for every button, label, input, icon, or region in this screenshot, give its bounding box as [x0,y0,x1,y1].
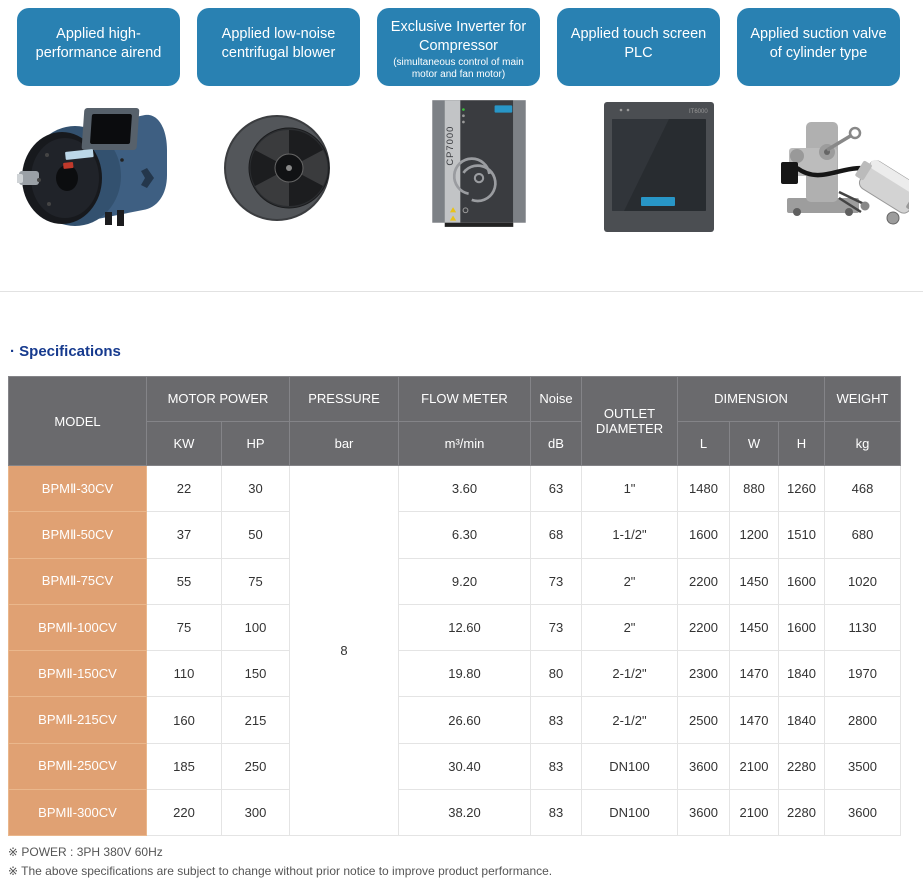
svg-text:IT6000: IT6000 [689,109,708,115]
svg-text:CP7000: CP7000 [445,126,455,166]
